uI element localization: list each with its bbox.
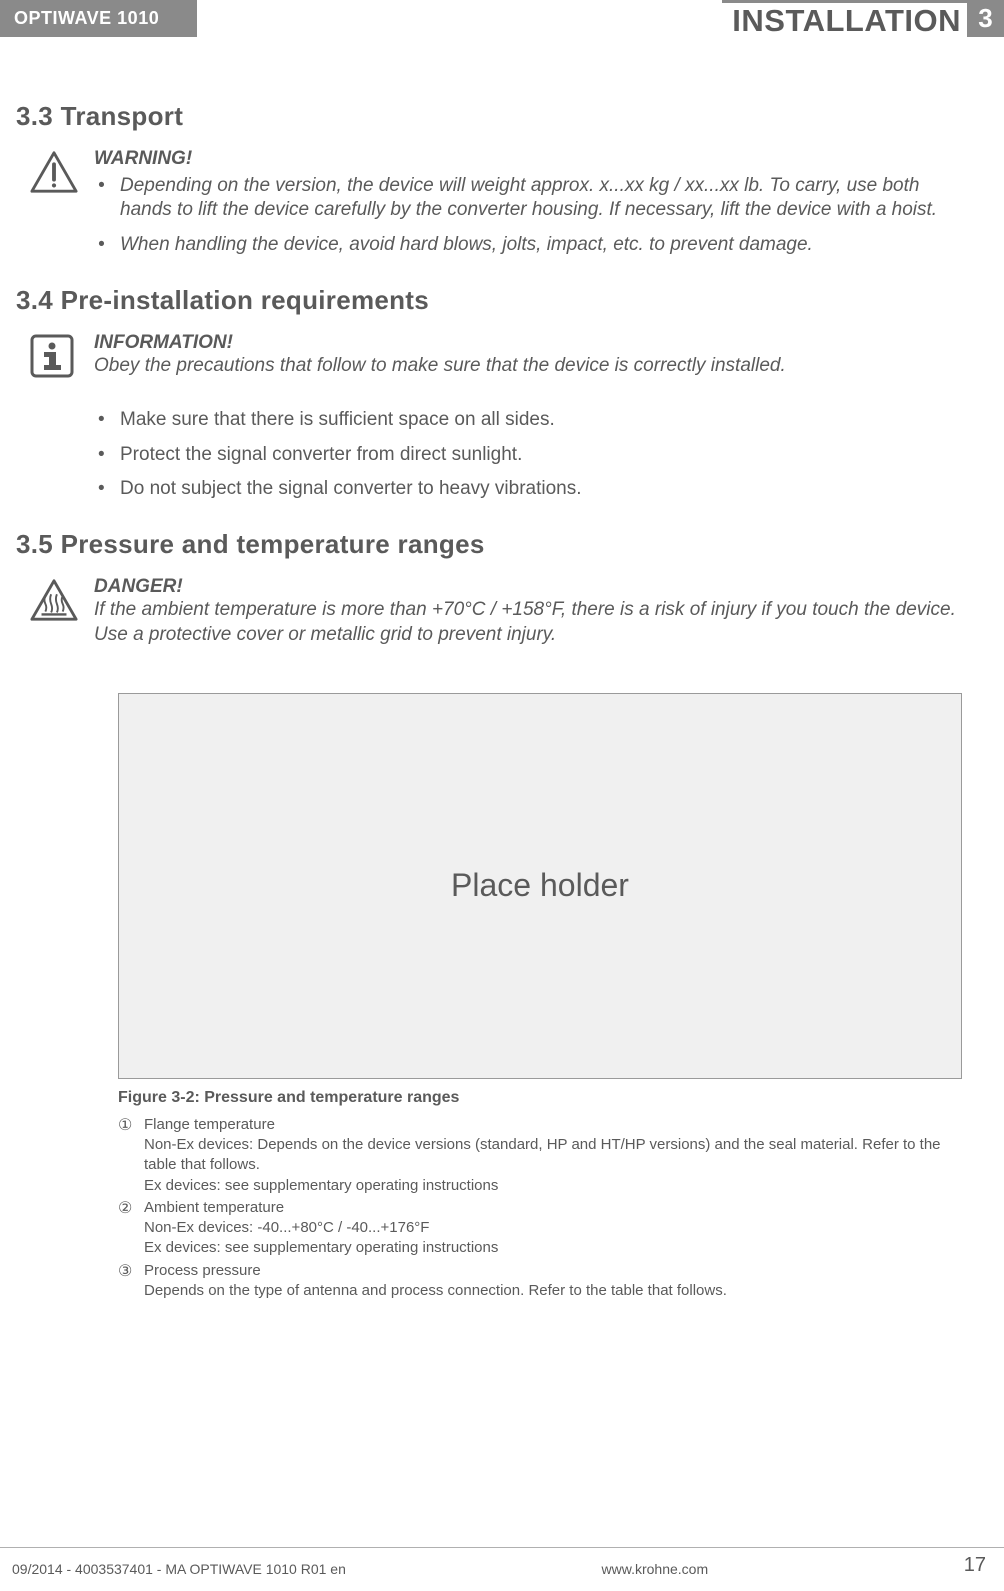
info-label: INFORMATION! <box>94 332 970 354</box>
legend-title: Flange temperature <box>144 1116 275 1133</box>
danger-text-col: DANGER! If the ambient temperature is mo… <box>94 576 980 647</box>
danger-text: If the ambient temperature is more than … <box>94 598 970 647</box>
document-page: OPTIWAVE 1010 INSTALLATION 3 3.3 Transpo… <box>0 0 1004 1591</box>
legend-line: Non-Ex devices: -40...+80°C / -40...+176… <box>144 1219 429 1236</box>
chapter-number-badge: 3 <box>967 0 1004 37</box>
page-header: OPTIWAVE 1010 INSTALLATION 3 <box>0 0 1004 37</box>
danger-block: DANGER! If the ambient temperature is mo… <box>6 576 980 647</box>
info-text: Obey the precautions that follow to make… <box>94 354 970 378</box>
figure-legend: ① Flange temperature Non-Ex devices: Dep… <box>118 1115 962 1301</box>
info-block: INFORMATION! Obey the precautions that f… <box>6 332 980 378</box>
legend-marker: ③ <box>118 1261 144 1302</box>
figure-caption: Figure 3-2: Pressure and temperature ran… <box>118 1089 962 1107</box>
legend-marker: ② <box>118 1198 144 1259</box>
legend-text: Process pressure Depends on the type of … <box>144 1261 962 1302</box>
footer-url: www.krohne.com <box>602 1561 709 1577</box>
figure-legend-item: ② Ambient temperature Non-Ex devices: -4… <box>118 1198 962 1259</box>
page-number: 17 <box>964 1554 986 1577</box>
requirements-bullets: Make sure that there is sufficient space… <box>94 408 970 501</box>
legend-line: Ex devices: see supplementary operating … <box>144 1177 498 1194</box>
heading-3-3: 3.3 Transport <box>16 101 980 132</box>
figure-legend-item: ③ Process pressure Depends on the type o… <box>118 1261 962 1302</box>
list-item: Protect the signal converter from direct… <box>94 443 970 467</box>
icon-column <box>6 148 94 257</box>
danger-label: DANGER! <box>94 576 970 598</box>
figure-placeholder: Place holder <box>118 693 962 1079</box>
requirements-list-block: Make sure that there is sufficient space… <box>6 408 980 501</box>
product-badge: OPTIWAVE 1010 <box>0 0 197 37</box>
icon-column <box>6 408 94 501</box>
legend-text: Ambient temperature Non-Ex devices: -40.… <box>144 1198 962 1259</box>
footer-doc-id: 09/2014 - 4003537401 - MA OPTIWAVE 1010 … <box>12 1561 346 1577</box>
warning-icon <box>30 150 78 194</box>
hot-surface-icon <box>30 578 78 622</box>
legend-title: Ambient temperature <box>144 1199 284 1216</box>
warning-text: WARNING! Depending on the version, the d… <box>94 148 980 257</box>
heading-3-4: 3.4 Pre-installation requirements <box>16 285 980 316</box>
section-title: INSTALLATION <box>722 0 967 39</box>
warning-label: WARNING! <box>94 148 970 170</box>
figure-legend-item: ① Flange temperature Non-Ex devices: Dep… <box>118 1115 962 1196</box>
warning-bullets: Depending on the version, the device wil… <box>94 174 970 257</box>
warning-block: WARNING! Depending on the version, the d… <box>6 148 980 257</box>
legend-text: Flange temperature Non-Ex devices: Depen… <box>144 1115 962 1196</box>
page-footer: 09/2014 - 4003537401 - MA OPTIWAVE 1010 … <box>0 1547 1004 1577</box>
legend-marker: ① <box>118 1115 144 1196</box>
header-rule: INSTALLATION <box>197 0 967 37</box>
legend-title: Process pressure <box>144 1262 261 1279</box>
list-item: Do not subject the signal converter to h… <box>94 477 970 501</box>
list-item: Depending on the version, the device wil… <box>94 174 970 223</box>
list-item: Make sure that there is sufficient space… <box>94 408 970 432</box>
requirements-text: Make sure that there is sufficient space… <box>94 408 980 501</box>
legend-line: Non-Ex devices: Depends on the device ve… <box>144 1136 941 1173</box>
figure-3-2: Place holder Figure 3-2: Pressure and te… <box>118 693 962 1301</box>
page-content: 3.3 Transport WARNING! Depending on the … <box>0 101 1004 1301</box>
info-icon <box>30 334 74 378</box>
icon-column <box>6 332 94 378</box>
heading-3-5: 3.5 Pressure and temperature ranges <box>16 529 980 560</box>
legend-line: Depends on the type of antenna and proce… <box>144 1282 727 1299</box>
legend-line: Ex devices: see supplementary operating … <box>144 1239 498 1256</box>
list-item: When handling the device, avoid hard blo… <box>94 233 970 257</box>
info-text-col: INFORMATION! Obey the precautions that f… <box>94 332 980 378</box>
icon-column <box>6 576 94 647</box>
